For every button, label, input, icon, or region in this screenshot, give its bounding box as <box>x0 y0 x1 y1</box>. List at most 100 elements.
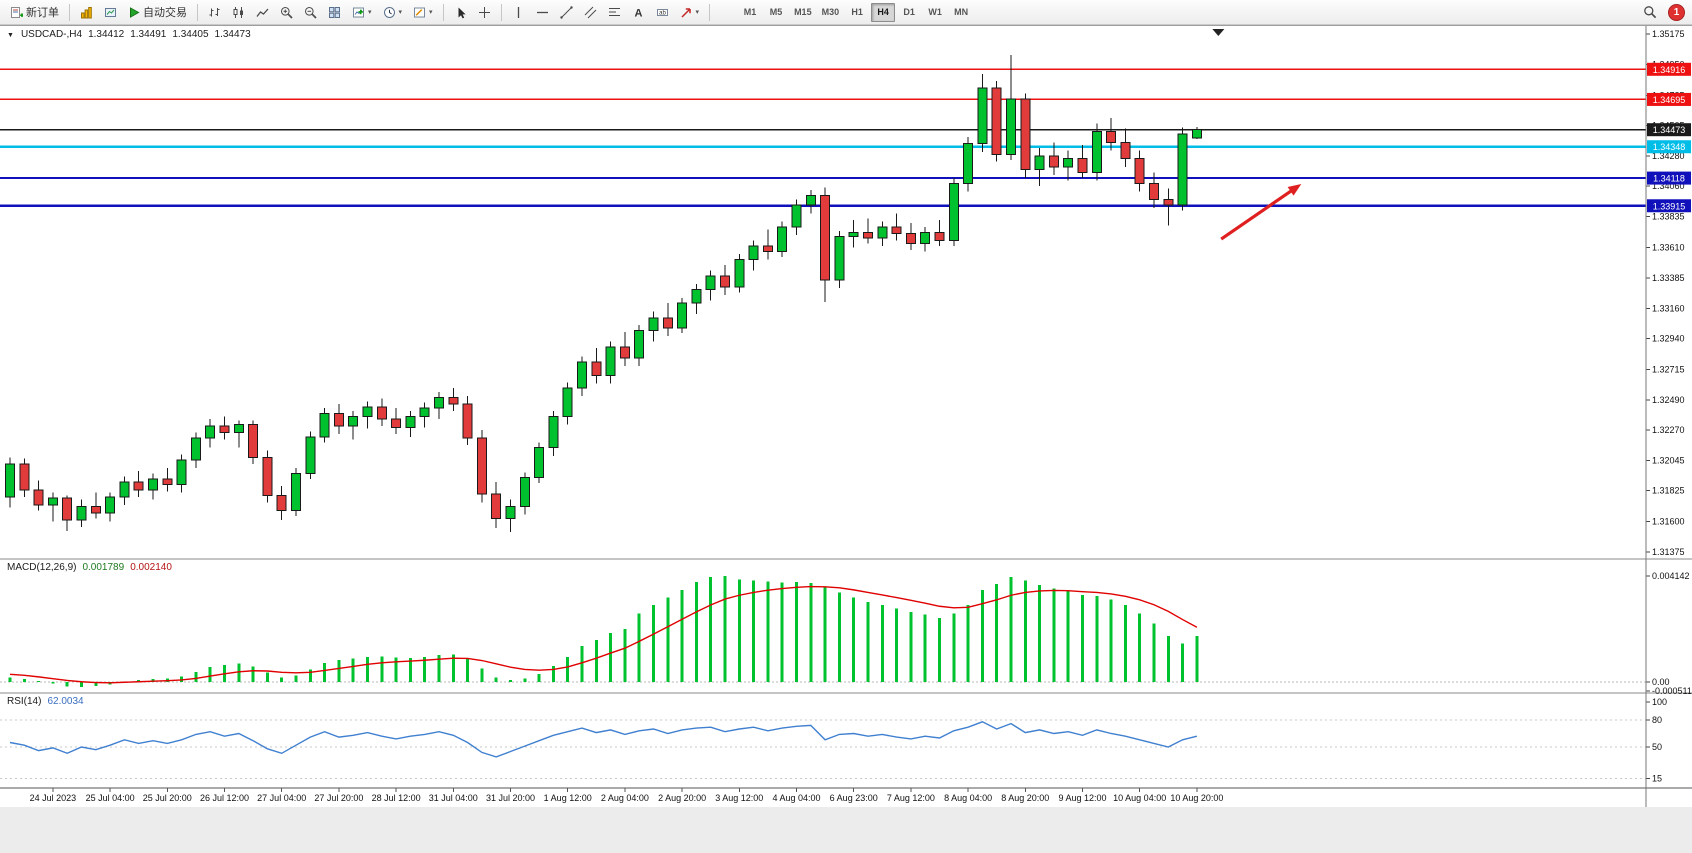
new-order-icon <box>11 6 23 18</box>
price-badge[interactable] <box>1647 199 1691 213</box>
auto-trading-button[interactable]: 自动交易 <box>123 2 192 23</box>
candle-up <box>291 473 301 511</box>
timeframe-button-h4[interactable]: H4 <box>871 2 896 22</box>
time-tick-label: 25 Jul 04:00 <box>86 793 135 803</box>
timeframe-button-m30[interactable]: M30 <box>821 7 840 17</box>
candle-up <box>190 437 201 461</box>
crosshair-button[interactable] <box>473 2 496 23</box>
dropdown-caret-icon: ▾ <box>398 8 403 16</box>
timeframe-button-m1[interactable]: M1 <box>743 7 757 17</box>
dropdown-caret-icon: ▾ <box>695 8 700 16</box>
zoom-out-button[interactable] <box>299 2 322 23</box>
price-tick-label: 1.32045 <box>1652 456 1685 466</box>
fibonacci-tool-button[interactable] <box>603 2 626 23</box>
toolbar-right-group: 1 <box>1638 2 1687 23</box>
search-button[interactable] <box>1638 2 1662 23</box>
annotation-arrow-head <box>1287 183 1302 196</box>
new-order-button[interactable]: 新订单 <box>5 2 64 23</box>
time-tick-label: 2 Aug 20:00 <box>658 793 706 803</box>
vertical-line-tool-button[interactable] <box>507 2 530 23</box>
notification-badge[interactable]: 1 <box>1668 3 1685 21</box>
price-badge-label: 1.33915 <box>1653 201 1686 211</box>
horizontal-line-tool-button[interactable] <box>531 2 554 23</box>
charts-button[interactable] <box>75 2 98 23</box>
candle-up <box>834 235 845 281</box>
candle-up <box>1091 130 1102 173</box>
price-chart-canvas[interactable]: 1.351751.349501.347251.345051.342801.340… <box>0 26 1692 807</box>
auto-trading-label: 自动交易 <box>143 7 187 19</box>
cursor-button[interactable] <box>449 2 472 23</box>
equidistant-channel-icon <box>584 6 596 18</box>
arrow-tool-icon <box>681 7 691 18</box>
profiles-button[interactable] <box>99 2 122 23</box>
tile-windows-button[interactable] <box>323 2 346 23</box>
price-tick-label: 1.32940 <box>1652 334 1685 344</box>
candle-down <box>820 195 831 281</box>
text-label-tool-button[interactable]: ab <box>651 2 674 23</box>
candle-up <box>176 459 187 486</box>
candle-up <box>948 182 959 242</box>
trendline-tool-button[interactable] <box>555 2 578 23</box>
svg-text:A: A <box>634 7 642 19</box>
rsi-scale-label: 50 <box>1652 742 1662 752</box>
timeframe-button-mn[interactable]: MN <box>954 7 969 17</box>
annotation-arrow-line[interactable] <box>1220 187 1295 241</box>
tile-windows-icon <box>329 6 340 18</box>
price-badge[interactable] <box>1647 62 1691 76</box>
window-bottom-strip <box>0 806 1692 853</box>
candle-down <box>1163 199 1174 206</box>
periods-button[interactable]: ▾ <box>378 2 408 23</box>
price-tick-label: 1.31600 <box>1652 516 1685 526</box>
chart-shift-marker[interactable] <box>1212 29 1225 36</box>
candle-up <box>705 275 716 291</box>
line-chart-type-button[interactable] <box>251 2 274 23</box>
timeframe-button-w1[interactable]: W1 <box>928 7 942 17</box>
candle-down <box>19 463 30 491</box>
zoom-in-icon <box>281 6 293 19</box>
candle-down <box>1048 155 1059 168</box>
candle-down <box>1120 141 1131 160</box>
bar-chart-type-button[interactable] <box>203 2 226 23</box>
quote-low: 1.34405 <box>172 29 209 40</box>
candlestick-chart-type-button[interactable] <box>227 2 250 23</box>
price-badge[interactable] <box>1647 92 1691 106</box>
time-tick-label: 27 Jul 20:00 <box>314 793 363 803</box>
price-badge[interactable] <box>1647 171 1691 185</box>
timeframe-button-h1[interactable]: H1 <box>851 7 863 17</box>
indicators-icon <box>353 7 364 17</box>
candle-up <box>362 406 373 417</box>
dropdown-caret-icon: ▾ <box>429 8 433 16</box>
quote-close: 1.34473 <box>214 29 251 40</box>
symbol-dropdown-icon: ▼ <box>7 32 14 39</box>
timeframe-button-m5[interactable]: M5 <box>769 7 783 17</box>
price-tick-label: 1.35175 <box>1652 29 1685 39</box>
candlestick-chart-type-icon <box>233 6 243 18</box>
candle-up <box>562 387 573 417</box>
arrows-tool-button[interactable]: ▾ <box>675 2 705 23</box>
price-badge[interactable] <box>1647 123 1691 137</box>
zoom-in-button[interactable] <box>275 2 298 23</box>
macd-signal-value: 0.002140 <box>130 562 172 573</box>
rsi-scale-label: 80 <box>1652 715 1662 725</box>
time-tick-label: 9 Aug 12:00 <box>1058 793 1106 803</box>
channel-tool-button[interactable] <box>579 2 602 23</box>
indicators-button[interactable]: ▾ <box>347 2 377 23</box>
candle-up <box>519 477 530 507</box>
cursor-arrow-icon <box>458 7 466 18</box>
price-tick-label: 1.34060 <box>1652 181 1685 191</box>
price-badge[interactable] <box>1647 140 1691 154</box>
timeframe-button-d1[interactable]: D1 <box>903 7 915 17</box>
quote-header: ▼ USDCAD-,H4 1.34412 1.34491 1.34405 1.3… <box>7 29 251 40</box>
candle-up <box>305 436 316 475</box>
text-label-icon: ab <box>656 8 668 16</box>
time-tick-label: 3 Aug 12:00 <box>715 793 763 803</box>
price-tick-label: 1.34280 <box>1652 151 1685 161</box>
templates-button[interactable]: ▾ <box>408 2 438 23</box>
rsi-scale-label: 100 <box>1652 697 1667 707</box>
time-tick-label: 1 Aug 12:00 <box>544 793 592 803</box>
text-tool-button[interactable]: A <box>627 2 650 23</box>
timeframe-button-m15[interactable]: M15 <box>794 7 812 17</box>
time-tick-label: 8 Aug 20:00 <box>1001 793 1049 803</box>
time-tick-label: 31 Jul 20:00 <box>486 793 535 803</box>
candle-up <box>119 481 130 498</box>
